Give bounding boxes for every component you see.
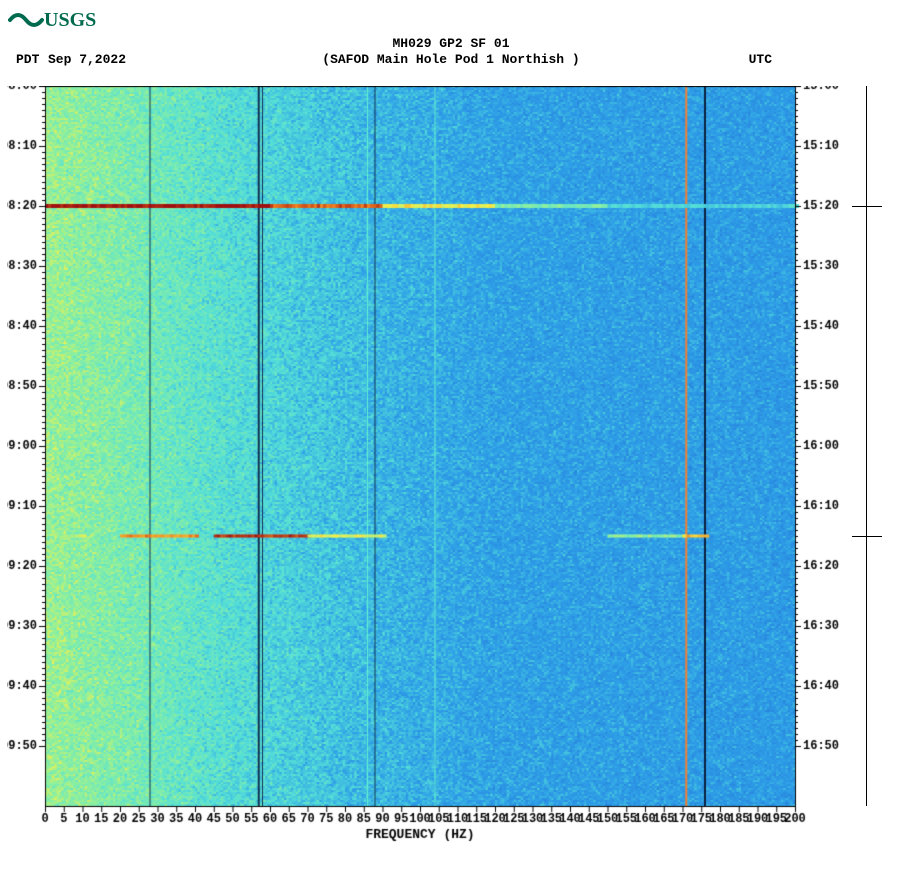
timezone-left: PDT — [16, 52, 39, 67]
usgs-logo: USGS — [8, 6, 98, 36]
spectrogram-canvas — [7, 86, 865, 866]
spectrogram-plot — [7, 86, 865, 866]
usgs-wave-icon: USGS — [8, 6, 98, 32]
event-marker-column — [852, 86, 882, 806]
event-marker-tick — [852, 206, 882, 207]
svg-text:USGS: USGS — [44, 9, 96, 31]
header-date: Sep 7,2022 — [48, 52, 126, 67]
event-marker-tick — [852, 536, 882, 537]
plot-title-2: (SAFOD Main Hole Pod 1 Northish ) — [322, 52, 579, 67]
marker-vertical-bar — [866, 86, 867, 806]
plot-title-1: MH029 GP2 SF 01 — [392, 36, 509, 51]
timezone-right: UTC — [749, 52, 772, 67]
